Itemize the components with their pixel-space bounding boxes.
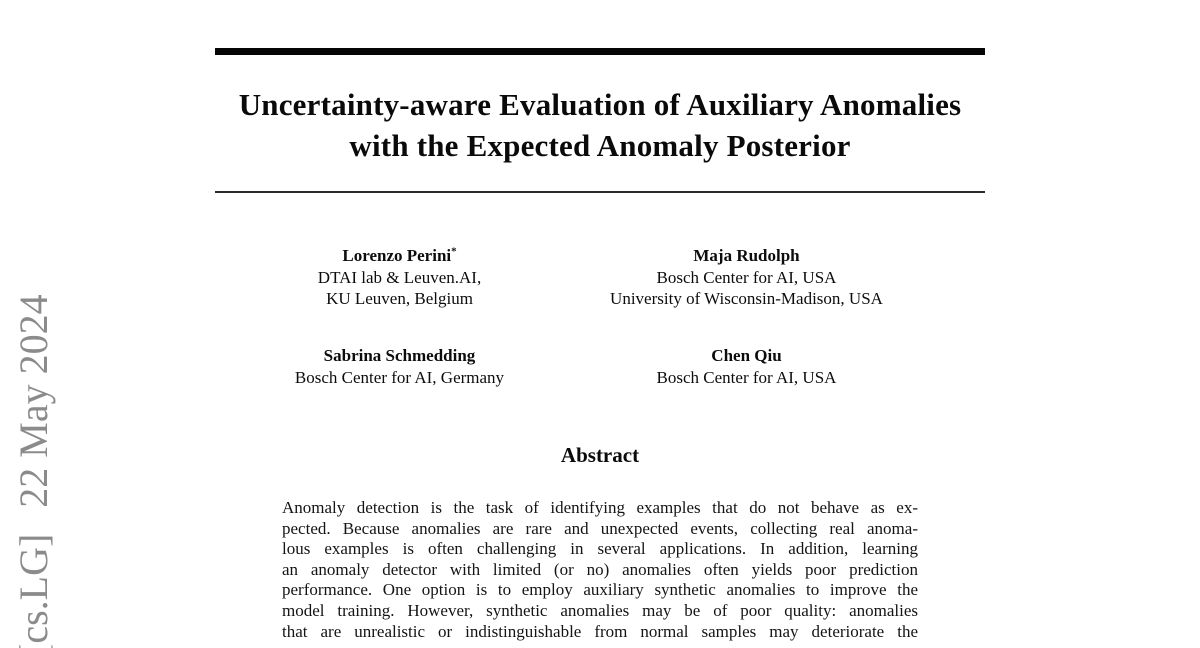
author-block-maja-rudolph: Maja Rudolph Bosch Center for AI, USA Un… — [573, 245, 920, 310]
author-affiliation: University of Wisconsin-Madison, USA — [610, 289, 883, 308]
author-block-chen-qiu: Chen Qiu Bosch Center for AI, USA — [573, 345, 920, 388]
paper-title-line-1: Uncertainty-aware Evaluation of Auxiliar… — [238, 87, 962, 122]
arxiv-side-watermark: [cs.LG] 22 May 2024 — [11, 294, 56, 648]
abstract-body: Anomaly detection is the task of identif… — [282, 498, 918, 642]
paper-title: Uncertainty-aware Evaluation of Auxiliar… — [0, 84, 1200, 166]
abstract-line: that are unrealistic or indistinguishabl… — [282, 621, 918, 641]
author-name: Sabrina Schmedding — [323, 346, 476, 365]
authors-row-2: Sabrina Schmedding Bosch Center for AI, … — [226, 345, 920, 388]
author-block-sabrina-schmedding: Sabrina Schmedding Bosch Center for AI, … — [226, 345, 573, 388]
author-footnote-marker: * — [451, 245, 457, 258]
author-name: Lorenzo Perini* — [342, 245, 457, 265]
author-name: Chen Qiu — [711, 346, 782, 365]
arxiv-date-label: 22 May 2024 — [11, 294, 56, 508]
abstract-line: pected. Because anomalies are rare and u… — [282, 518, 918, 538]
abstract-line: an anomaly detector with limited (or no)… — [282, 559, 918, 579]
abstract-line: Anomaly detection is the task of identif… — [282, 498, 918, 517]
abstract-heading: Abstract — [560, 443, 640, 467]
abstract-line: model training. However, synthetic anoma… — [282, 600, 918, 620]
arxiv-category-label: [cs.LG] — [11, 533, 56, 648]
title-rule-top — [215, 48, 985, 55]
author-name: Maja Rudolph — [693, 246, 800, 265]
title-rule-bottom — [215, 191, 985, 193]
authors-row-1: Lorenzo Perini* DTAI lab & Leuven.AI, KU… — [226, 245, 920, 310]
paper-title-line-2: with the Expected Anomaly Posterior — [349, 128, 851, 163]
author-affiliation: KU Leuven, Belgium — [326, 289, 473, 308]
author-affiliation: Bosch Center for AI, USA — [656, 367, 837, 387]
author-affiliation: Bosch Center for AI, Germany — [294, 367, 505, 387]
abstract-line: lous examples is often challenging in se… — [282, 539, 918, 559]
author-affiliation: DTAI lab & Leuven.AI, — [317, 267, 482, 287]
author-block-lorenzo-perini: Lorenzo Perini* DTAI lab & Leuven.AI, KU… — [226, 245, 573, 310]
author-affiliation: Bosch Center for AI, USA — [656, 267, 837, 287]
abstract-line: performance. One option is to employ aux… — [282, 580, 918, 600]
